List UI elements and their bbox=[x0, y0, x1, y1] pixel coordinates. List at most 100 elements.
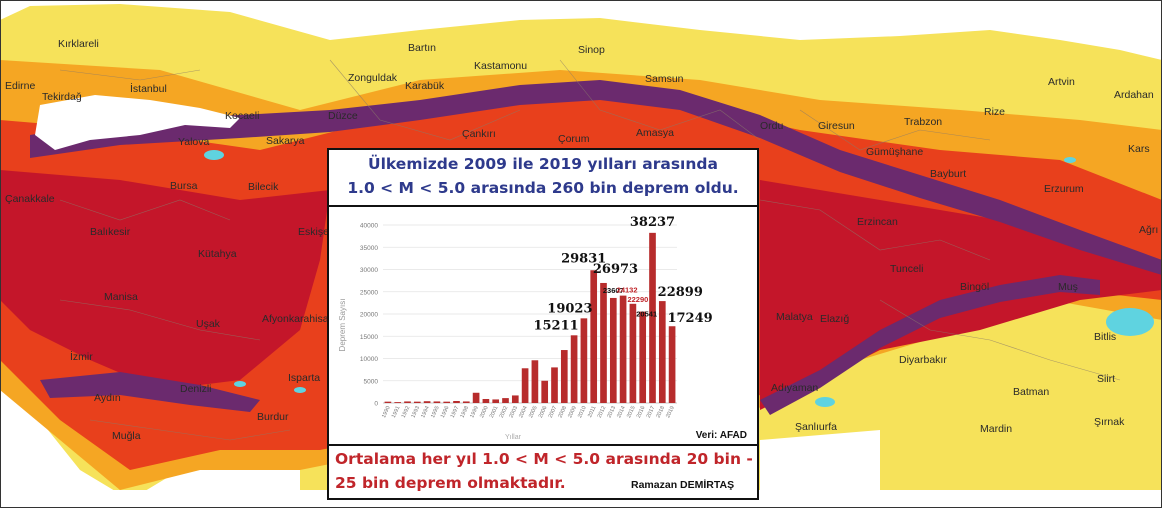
bar-2012 bbox=[600, 282, 607, 403]
city-label: Denizli bbox=[180, 383, 212, 395]
bar-1995 bbox=[433, 401, 441, 403]
city-label: Amasya bbox=[636, 127, 674, 139]
city-label: Erzincan bbox=[857, 216, 898, 228]
bar-1999 bbox=[472, 392, 480, 403]
city-label: İzmir bbox=[70, 351, 93, 363]
x-tick-label: 2001 bbox=[489, 405, 500, 419]
x-tick-label: 2019 bbox=[665, 405, 676, 419]
bar-2006 bbox=[541, 380, 549, 403]
city-label: Samsun bbox=[645, 73, 684, 85]
city-label: Kars bbox=[1128, 143, 1150, 155]
y-tick-label: 25000 bbox=[360, 289, 378, 296]
y-tick-label: 20000 bbox=[360, 312, 378, 319]
data-label-2012: 26973 bbox=[593, 262, 638, 277]
y-tick-label: 15000 bbox=[360, 334, 378, 341]
bar-1997 bbox=[453, 400, 460, 403]
chart-grid bbox=[383, 224, 677, 404]
x-tick-labels: 1990 1991 1992 1993 1994 1995 1996 1997 1998 1999… bbox=[381, 405, 676, 419]
x-tick-label: 2018 bbox=[655, 405, 666, 419]
city-label: Diyarbakır bbox=[899, 354, 947, 366]
city-label: Edirne bbox=[5, 80, 36, 92]
city-label: Burdur bbox=[257, 411, 289, 423]
x-tick-label: 1994 bbox=[420, 405, 431, 419]
x-tick-label: 2003 bbox=[508, 405, 519, 419]
x-tick-label: 1991 bbox=[391, 405, 402, 419]
bar-1993 bbox=[413, 401, 421, 403]
data-label-2019: 17249 bbox=[667, 311, 712, 326]
city-label: Çorum bbox=[558, 133, 590, 145]
bar-2005 bbox=[531, 360, 539, 403]
x-tick-label: 2002 bbox=[499, 405, 510, 419]
data-label-2018: 22899 bbox=[658, 285, 703, 300]
city-label: Şırnak bbox=[1094, 416, 1125, 428]
city-label: Afyonkarahisar bbox=[262, 313, 333, 325]
x-tick-label: 2005 bbox=[528, 405, 539, 419]
bar-2018 bbox=[658, 301, 666, 403]
x-tick-label: 2010 bbox=[577, 405, 588, 419]
city-label: Rize bbox=[984, 106, 1006, 118]
city-label: Batman bbox=[1013, 386, 1050, 398]
info-panel: Ülkemizde 2009 ile 2019 yılları arasında… bbox=[327, 148, 759, 500]
x-tick-label: 2016 bbox=[636, 405, 647, 419]
city-label: Mardin bbox=[980, 423, 1013, 435]
city-label: Ordu bbox=[760, 120, 784, 132]
bar-2002 bbox=[502, 398, 509, 403]
bar-2017 bbox=[649, 232, 656, 403]
earthquake-bar-chart: 0 5000 10000 15000 20000 25000 30000 35000 40000… bbox=[338, 215, 747, 441]
city-label: Kastamonu bbox=[474, 60, 528, 72]
city-label: Çankırı bbox=[462, 128, 496, 140]
lake-tuz bbox=[204, 150, 224, 160]
source-label: Veri: AFAD bbox=[696, 430, 747, 441]
marmara-sea bbox=[35, 95, 240, 150]
city-label: Adıyaman bbox=[771, 382, 819, 394]
city-label: Eskişe bbox=[298, 226, 329, 238]
bar-2009 bbox=[570, 335, 578, 403]
city-label: Trabzon bbox=[904, 116, 943, 128]
bar-1990 bbox=[384, 401, 392, 403]
x-tick-label: 1992 bbox=[401, 405, 412, 419]
y-tick-label: 30000 bbox=[360, 267, 378, 274]
x-tick-label: 2007 bbox=[548, 405, 559, 419]
city-label: Sakarya bbox=[266, 135, 305, 147]
city-label: Çanakkale bbox=[5, 193, 55, 205]
y-tick-label: 5000 bbox=[364, 378, 379, 385]
data-label-2013: 23607 bbox=[603, 286, 624, 295]
city-label: Tunceli bbox=[890, 263, 924, 275]
city-label: Bartın bbox=[408, 42, 437, 54]
y-tick-labels: 0 5000 10000 15000 20000 25000 30000 35000 40000 bbox=[360, 223, 378, 408]
x-tick-label: 1996 bbox=[440, 405, 451, 419]
bar-2008 bbox=[560, 350, 568, 403]
bar-2000 bbox=[482, 398, 490, 403]
bar-2019 bbox=[668, 326, 676, 403]
city-label: Artvin bbox=[1048, 76, 1075, 88]
city-label: Aydın bbox=[94, 392, 121, 404]
data-label-2009: 15211 bbox=[533, 318, 578, 333]
city-label: Uşak bbox=[196, 318, 220, 330]
y-tick-label: 0 bbox=[374, 401, 378, 408]
data-label-2017: 38237 bbox=[630, 215, 675, 230]
city-label: Muş bbox=[1058, 281, 1078, 293]
city-label: Bilecik bbox=[248, 181, 279, 193]
author-credit: Ramazan DEMİRTAŞ bbox=[631, 479, 735, 491]
city-label: Malatya bbox=[776, 311, 813, 323]
x-tick-label: 1995 bbox=[430, 405, 441, 419]
panel-title-line-2: 1.0 < M < 5.0 arasında 260 bin deprem ol… bbox=[347, 179, 739, 197]
panel-title-line-1: Ülkemizde 2009 ile 2019 yılları arasında bbox=[368, 155, 718, 173]
bar-2003 bbox=[511, 395, 519, 403]
east-anatolian-fault-band bbox=[760, 275, 1100, 415]
bar-1998 bbox=[462, 401, 470, 403]
city-label: Kocaeli bbox=[225, 110, 260, 122]
data-label-2010: 19023 bbox=[547, 301, 592, 316]
city-label: Ardahan bbox=[1114, 89, 1154, 101]
x-tick-label: 2013 bbox=[606, 405, 617, 419]
x-tick-label: 2000 bbox=[479, 405, 490, 419]
bar-1996 bbox=[443, 401, 451, 403]
bar-2011 bbox=[590, 270, 598, 403]
x-tick-label: 2014 bbox=[616, 405, 627, 419]
x-tick-label: 1998 bbox=[459, 405, 470, 419]
city-label: Yalova bbox=[178, 136, 210, 148]
x-tick-label: 2011 bbox=[587, 405, 597, 418]
x-tick-label: 1999 bbox=[469, 405, 480, 419]
